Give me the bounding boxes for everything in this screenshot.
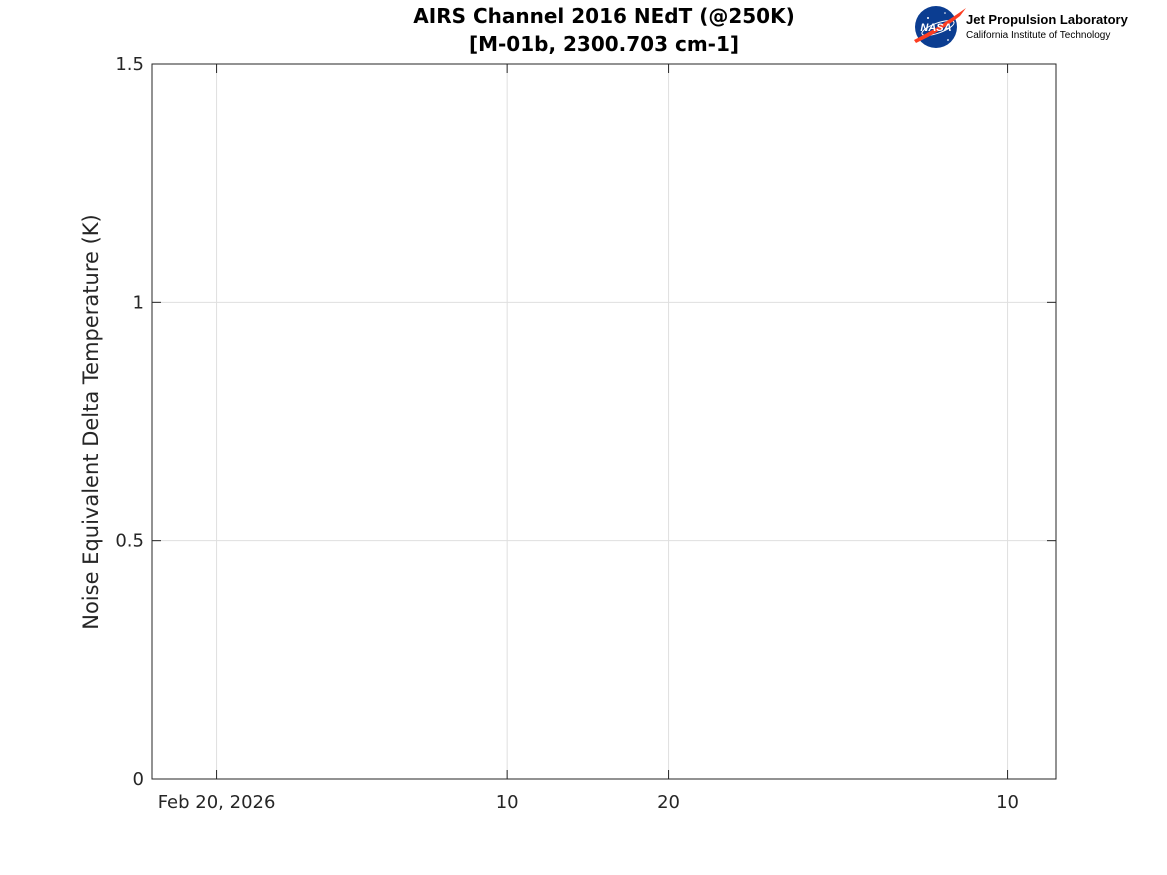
y-tick-label: 1.5 [115, 54, 144, 75]
axis-ticks: Feb 20, 2026 10 20 10 0 0.5 1 1.5 [115, 54, 1056, 813]
y-tick-label: 0.5 [115, 531, 144, 552]
nasa-emblem-text: NASA [920, 22, 951, 34]
nasa-meatball-icon: NASA [914, 6, 966, 48]
grid-lines [152, 64, 1056, 779]
x-tick-label: 20 [657, 792, 680, 813]
y-tick-label: 1 [133, 292, 144, 313]
jpl-logo: NASA Jet Propulsion Laboratory Californi… [914, 6, 1129, 48]
y-tick-label: 0 [133, 769, 144, 790]
x-tick-label: 10 [496, 792, 519, 813]
x-tick-label: 10 [996, 792, 1019, 813]
y-axis-label: Noise Equivalent Delta Temperature (K) [79, 214, 103, 630]
x-tick-label: Feb 20, 2026 [158, 792, 276, 813]
jpl-subtitle: California Institute of Technology [966, 30, 1110, 41]
chart-title-line-2: [M-01b, 2300.703 cm-1] [469, 32, 739, 56]
chart-title-line-1: AIRS Channel 2016 NEdT (@250K) [413, 4, 794, 28]
jpl-name: Jet Propulsion Laboratory [966, 12, 1129, 27]
plot-area [151, 63, 1057, 780]
